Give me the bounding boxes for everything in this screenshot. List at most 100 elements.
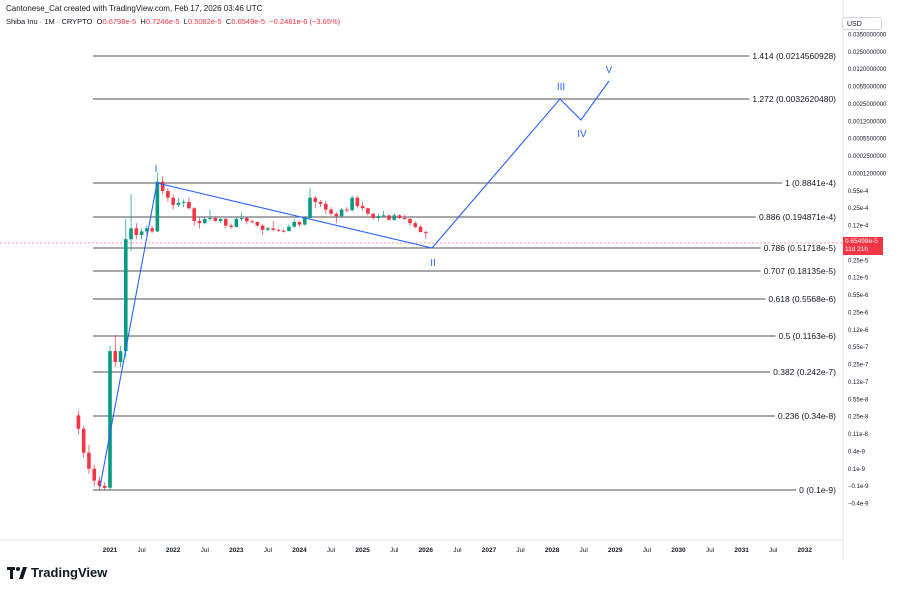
candle-body	[171, 197, 175, 205]
fib-label-background	[749, 50, 840, 62]
last-price-value: 0.65499e-5	[845, 238, 878, 245]
x-tick-label: Jul	[516, 547, 525, 554]
fib-level-label: 0.886 (0.194871e-4)	[759, 212, 836, 222]
candle-body	[87, 452, 91, 469]
fib-label-background	[765, 293, 840, 305]
candle-body	[413, 223, 418, 227]
candle-body	[218, 218, 223, 221]
x-tick-label: Jul	[580, 547, 589, 554]
fib-label-background	[774, 410, 840, 422]
y-tick-label: 0.25e-6	[848, 310, 869, 316]
y-tick-label: 0.55e-8	[848, 397, 869, 403]
x-tick-label: 2026	[419, 547, 434, 554]
y-tick-label: 0.25e-5	[848, 258, 869, 264]
candle-body	[392, 215, 397, 220]
candle-body	[260, 225, 265, 230]
fib-label-background	[760, 242, 840, 254]
candle-body	[424, 232, 428, 234]
fib-level-label: 0 (0.1e-9)	[799, 485, 836, 495]
last-price-tag: 0.65499e-5 11d 21h	[843, 237, 883, 255]
candle-body	[366, 208, 370, 214]
candle-body	[118, 351, 123, 363]
y-tick-label: 0.0350000000	[848, 33, 887, 39]
x-tick-label: Jul	[769, 547, 778, 554]
y-tick-label: 0.55e-7	[848, 345, 869, 351]
bar-countdown: 11d 21h	[845, 246, 869, 253]
y-tick-label: 0.25e-4	[848, 206, 869, 212]
x-tick-label: Jul	[327, 547, 336, 554]
x-tick-label: 2031	[734, 547, 749, 554]
candle-body	[76, 415, 81, 429]
candle-body	[271, 228, 275, 230]
x-tick-label: 2024	[292, 547, 307, 554]
candle-body	[308, 197, 312, 218]
candle-body	[192, 208, 197, 221]
fib-level-label: 1 (0.8841e-4)	[785, 178, 836, 188]
x-tick-label: 2030	[671, 547, 686, 554]
y-tick-label: 0.25e-7	[848, 363, 869, 369]
candle-body	[355, 197, 360, 206]
candle-body	[113, 351, 118, 363]
elliott-wave-path	[99, 80, 610, 488]
x-tick-label: 2021	[103, 547, 118, 554]
x-tick-label: 2032	[798, 547, 813, 554]
y-tick-label: 0.0002500000	[848, 154, 887, 160]
candle-body	[255, 222, 260, 226]
candle-body	[139, 231, 144, 235]
candle-body	[345, 209, 349, 211]
candle-body	[129, 228, 133, 240]
wave-label: III	[557, 82, 565, 93]
x-tick-label: Jul	[201, 547, 210, 554]
candle-body	[176, 202, 181, 205]
y-tick-label: −0.1e-9	[848, 484, 869, 490]
candle-body	[250, 221, 254, 223]
candle-body	[329, 209, 333, 214]
y-tick-label: 0.0005500000	[848, 137, 887, 143]
tradingview-brand: TradingView	[7, 565, 107, 580]
candle-body	[397, 215, 402, 218]
fib-label-background	[775, 330, 840, 342]
wave-label: IV	[577, 129, 587, 140]
candle-body	[108, 351, 112, 488]
tradingview-logo-icon	[7, 566, 27, 579]
y-tick-label: 0.1e-9	[848, 467, 866, 473]
candle-body	[292, 222, 297, 227]
candle-body	[208, 217, 212, 219]
brand-name: TradingView	[31, 565, 108, 580]
candle-body	[229, 225, 233, 227]
fib-level-label: 0.786 (0.51718e-5)	[764, 243, 836, 253]
candle-body	[234, 218, 239, 227]
fib-level-label: 1.414 (0.0214560928)	[752, 51, 836, 61]
fib-label-background	[749, 93, 840, 105]
candle-body	[334, 213, 339, 217]
y-tick-label: 0.55e-6	[848, 293, 869, 299]
x-tick-label: 2022	[166, 547, 181, 554]
candle-body	[408, 218, 412, 224]
candle-body	[145, 228, 149, 232]
candle-body	[418, 226, 423, 233]
x-tick-label: Jul	[264, 547, 273, 554]
candle-body	[287, 226, 291, 232]
candle-body	[97, 480, 102, 486]
y-tick-label: 0.12e-4	[848, 224, 869, 230]
close-value: 0.6549e-5	[231, 17, 266, 26]
change-value: −0.2481e-6 (−3.65%)	[269, 17, 341, 26]
candle-body	[160, 181, 165, 192]
fib-level-label: 0.618 (0.5568e-6)	[768, 294, 836, 304]
candle-body	[197, 220, 202, 224]
candle-body	[376, 216, 381, 218]
y-tick-label: 0.0250000000	[848, 50, 887, 56]
high-value: 0.7246e-5	[145, 17, 180, 26]
candle-body	[350, 197, 354, 211]
candle-body	[276, 229, 281, 231]
currency-selector[interactable]: USD	[842, 17, 882, 30]
wave-base	[156, 182, 433, 249]
candle-body	[181, 201, 186, 203]
y-tick-label: 0.11e-8	[848, 432, 869, 438]
x-tick-label: 2025	[355, 547, 370, 554]
y-tick-label: 0.12e-7	[848, 380, 869, 386]
candle-body	[123, 239, 128, 352]
symbol-name[interactable]: Shiba Inu · 1M · CRYPTO	[6, 17, 93, 26]
candle-body	[371, 213, 375, 218]
